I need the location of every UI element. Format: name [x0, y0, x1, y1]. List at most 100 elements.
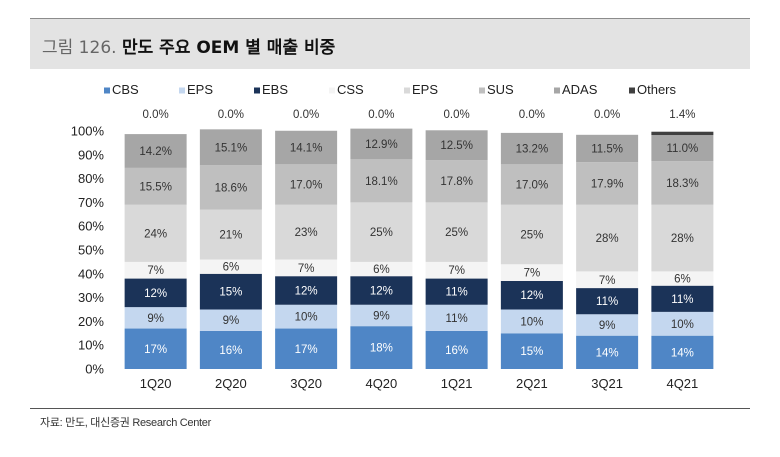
bar-segment — [350, 261, 413, 277]
x-tick-label: 3Q21 — [591, 376, 623, 391]
legend-swatch — [404, 87, 410, 94]
bar-segment — [651, 204, 714, 272]
bar-segment — [275, 130, 338, 165]
bar-segment — [199, 209, 262, 260]
data-label: 7% — [298, 263, 315, 275]
bar-segment — [275, 259, 338, 277]
bar-segment — [651, 135, 714, 162]
data-label: 16% — [445, 345, 468, 357]
bar-segment — [576, 134, 639, 163]
legend-label: CBS — [112, 82, 139, 97]
data-label: 12% — [520, 290, 543, 302]
data-label: 23% — [295, 227, 318, 239]
data-label: 17.9% — [591, 178, 624, 190]
bar-segment — [275, 204, 338, 260]
bar-segment — [124, 328, 187, 369]
data-label: 0.0% — [444, 109, 470, 121]
data-label: 12% — [144, 288, 167, 300]
legend-swatch — [479, 87, 485, 94]
data-label: 7% — [448, 265, 465, 277]
data-label: 7% — [147, 265, 164, 277]
bar-segment — [651, 131, 714, 136]
data-label: 7% — [599, 275, 616, 287]
bar-segment — [350, 128, 413, 160]
bar-segment — [425, 130, 488, 161]
bar-segment — [651, 285, 714, 312]
data-label: 11% — [671, 294, 693, 306]
data-label: 11% — [596, 296, 618, 308]
x-tick-label: 1Q21 — [441, 376, 473, 391]
bar-segment — [500, 264, 563, 281]
data-label: 6% — [373, 264, 390, 276]
data-label: 18.6% — [215, 182, 248, 194]
x-tick-label: 2Q20 — [215, 376, 247, 391]
data-label: 11.0% — [666, 143, 698, 155]
figure-title-text: 만도 주요 OEM 별 매출 비중 — [121, 38, 336, 58]
legend-label: EBS — [262, 82, 288, 97]
data-label: 15.1% — [215, 142, 248, 154]
bar-segment — [500, 204, 563, 265]
bar-segment — [350, 159, 413, 203]
bar-segment — [199, 309, 262, 331]
data-label: 0.0% — [594, 109, 620, 121]
data-label: 9% — [373, 310, 390, 322]
data-label: 25% — [520, 230, 543, 242]
bar-segment — [576, 271, 639, 289]
legend-swatch — [254, 87, 260, 94]
data-label: 28% — [671, 233, 694, 245]
y-tick-label: 20% — [78, 314, 104, 329]
legend-label: CSS — [337, 82, 364, 97]
legend-swatch — [629, 87, 635, 94]
x-tick-label: 3Q20 — [290, 376, 322, 391]
y-tick-label: 30% — [78, 290, 104, 305]
data-label: 14.2% — [139, 146, 172, 158]
y-tick-label: 60% — [78, 219, 104, 234]
bar-segment — [199, 273, 262, 310]
bar-segment — [199, 165, 262, 210]
bar-segment — [500, 164, 563, 205]
bar-segment — [425, 261, 488, 279]
data-label: 12.9% — [365, 139, 398, 151]
legend-label: EPS — [187, 82, 213, 97]
bar-segment — [576, 204, 639, 272]
bar-segment — [124, 134, 187, 168]
data-label: 1.4% — [669, 109, 695, 121]
data-label: 25% — [445, 227, 468, 239]
bar-segment — [500, 309, 563, 334]
data-label: 14% — [596, 347, 619, 359]
bar-segment — [124, 204, 187, 262]
bar-segment — [350, 276, 413, 305]
data-label: 0.0% — [519, 109, 545, 121]
data-label: 17% — [144, 344, 167, 356]
data-label: 0.0% — [143, 109, 169, 121]
legend-label: SUS — [487, 82, 514, 97]
data-label: 12% — [295, 285, 318, 297]
figure-header: 그림 126. 만도 주요 OEM 별 매출 비중 — [30, 19, 750, 69]
bar-segment — [275, 304, 338, 329]
bar-segment — [651, 335, 714, 369]
data-label: 9% — [147, 313, 164, 325]
source-note: 자료: 만도, 대신증권 Research Center — [40, 417, 211, 429]
bar-segment — [425, 330, 488, 369]
data-label: 12.5% — [440, 140, 473, 152]
legend-label: EPS — [412, 82, 438, 97]
bar-segment — [425, 202, 488, 262]
x-tick-label: 4Q21 — [666, 376, 698, 391]
bar-segment — [275, 164, 338, 205]
data-label: 9% — [599, 320, 616, 332]
data-label: 14% — [671, 347, 694, 359]
data-label: 17% — [295, 344, 318, 356]
data-label: 14.1% — [290, 143, 323, 155]
data-label: 10% — [671, 319, 694, 331]
x-tick-label: 2Q21 — [516, 376, 548, 391]
legend-swatch — [104, 87, 110, 94]
data-label: 11.5% — [591, 143, 623, 155]
y-tick-label: 40% — [78, 266, 104, 281]
data-label: 6% — [223, 262, 240, 274]
data-label: 12% — [370, 285, 393, 297]
y-tick-label: 80% — [78, 171, 104, 186]
bar-segment — [124, 261, 187, 279]
bar-segment — [199, 129, 262, 166]
legend-label: Others — [637, 82, 677, 97]
bar-segment — [500, 132, 563, 165]
